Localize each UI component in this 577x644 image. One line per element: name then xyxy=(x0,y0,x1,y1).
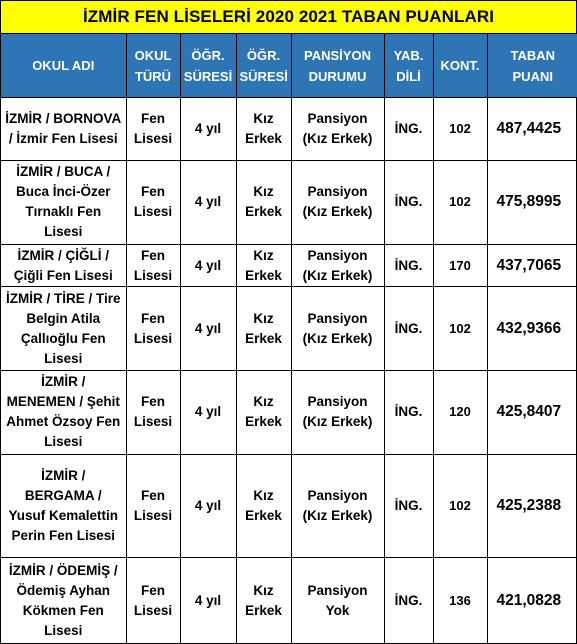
quota: 102 xyxy=(432,286,488,371)
table-row: İZMİR / ÖDEMİŞ / Ödemiş Ayhan Kökmen Fen… xyxy=(1,557,577,643)
foreign-language: İNG. xyxy=(383,370,434,455)
table-row: İZMİR / MENEMEN / Şehit Ahmet Özsoy Fen … xyxy=(1,370,577,455)
school-type: Fen Lisesi xyxy=(125,370,181,455)
education-duration: 4 yıl xyxy=(179,160,237,245)
student-gender: Kız Erkek xyxy=(235,370,292,455)
boarding-status: Pansiyon (Kız Erkek) xyxy=(290,453,385,559)
base-score: 487,4425 xyxy=(486,96,577,162)
foreign-language: İNG. xyxy=(383,160,434,245)
header-language: YAB. DİLİ xyxy=(383,34,434,98)
header-school: OKUL ADI xyxy=(1,34,127,98)
school-type: Fen Lisesi xyxy=(125,286,181,371)
header-boarding: PANSİYON DURUMU xyxy=(290,34,385,98)
table-row: İZMİR / BERGAMA / Yusuf Kemalettin Perin… xyxy=(1,453,577,559)
student-gender: Kız Erkek xyxy=(235,286,292,371)
education-duration: 4 yıl xyxy=(179,286,237,371)
student-gender: Kız Erkek xyxy=(235,243,292,288)
header-score: TABAN PUANI xyxy=(486,34,577,98)
student-gender: Kız Erkek xyxy=(235,96,292,162)
quota: 170 xyxy=(432,243,488,288)
education-duration: 4 yıl xyxy=(179,370,237,455)
boarding-status: Pansiyon (Kız Erkek) xyxy=(290,286,385,371)
school-name: İZMİR / ÇİĞLİ / Çiğli Fen Lisesi xyxy=(1,243,127,288)
boarding-status: Pansiyon (Kız Erkek) xyxy=(290,370,385,455)
base-score: 432,9366 xyxy=(486,286,577,371)
header-quota: KONT. xyxy=(432,34,488,98)
education-duration: 4 yıl xyxy=(179,557,237,643)
boarding-status: Pansiyon Yok xyxy=(290,557,385,643)
header-type: OKUL TÜRÜ xyxy=(125,34,181,98)
school-type: Fen Lisesi xyxy=(125,243,181,288)
base-score: 437,7065 xyxy=(486,243,577,288)
education-duration: 4 yıl xyxy=(179,243,237,288)
boarding-status: Pansiyon (Kız Erkek) xyxy=(290,160,385,245)
boarding-status: Pansiyon (Kız Erkek) xyxy=(290,96,385,162)
base-score: 475,8995 xyxy=(486,160,577,245)
scores-table: OKUL ADI OKUL TÜRÜ ÖĞR. SÜRESİ ÖĞR. SÜRE… xyxy=(1,34,577,643)
header-duration: ÖĞR. SÜRESİ xyxy=(179,34,237,98)
header-gender: ÖĞR. SÜRESİ xyxy=(235,34,292,98)
education-duration: 4 yıl xyxy=(179,96,237,162)
boarding-status: Pansiyon (Kız Erkek) xyxy=(290,243,385,288)
base-score: 425,8407 xyxy=(486,370,577,455)
header-row: OKUL ADI OKUL TÜRÜ ÖĞR. SÜRESİ ÖĞR. SÜRE… xyxy=(1,34,577,98)
student-gender: Kız Erkek xyxy=(235,453,292,559)
foreign-language: İNG. xyxy=(383,243,434,288)
school-type: Fen Lisesi xyxy=(125,96,181,162)
table-row: İZMİR / ÇİĞLİ / Çiğli Fen Lisesi Fen Lis… xyxy=(1,243,577,288)
foreign-language: İNG. xyxy=(383,96,434,162)
quota: 102 xyxy=(432,453,488,559)
school-name: İZMİR / TİRE / Tire Belgin Atila Çallıoğ… xyxy=(1,286,127,371)
school-name: İZMİR / ÖDEMİŞ / Ödemiş Ayhan Kökmen Fen… xyxy=(1,557,127,643)
school-type: Fen Lisesi xyxy=(125,160,181,245)
quota: 102 xyxy=(432,160,488,245)
sheet-title: İZMİR FEN LİSELERİ 2020 2021 TABAN PUANL… xyxy=(1,1,576,34)
school-name: İZMİR / MENEMEN / Şehit Ahmet Özsoy Fen … xyxy=(1,370,127,455)
quota: 120 xyxy=(432,370,488,455)
student-gender: Kız Erkek xyxy=(235,160,292,245)
school-type: Fen Lisesi xyxy=(125,557,181,643)
school-name: İZMİR / BUCA / Buca İnci-Özer Tırnaklı F… xyxy=(1,160,127,245)
table-row: İZMİR / BUCA / Buca İnci-Özer Tırnaklı F… xyxy=(1,160,577,245)
foreign-language: İNG. xyxy=(383,557,434,643)
foreign-language: İNG. xyxy=(383,453,434,559)
student-gender: Kız Erkek xyxy=(235,557,292,643)
school-name: İZMİR / BORNOVA / İzmir Fen Lisesi xyxy=(1,96,127,162)
foreign-language: İNG. xyxy=(383,286,434,371)
base-score: 425,2388 xyxy=(486,453,577,559)
table-row: İZMİR / TİRE / Tire Belgin Atila Çallıoğ… xyxy=(1,286,577,371)
school-name: İZMİR / BERGAMA / Yusuf Kemalettin Perin… xyxy=(1,453,127,559)
school-type: Fen Lisesi xyxy=(125,453,181,559)
base-score: 421,0828 xyxy=(486,557,577,643)
table-row: İZMİR / BORNOVA / İzmir Fen Lisesi Fen L… xyxy=(1,96,577,162)
education-duration: 4 yıl xyxy=(179,453,237,559)
quota: 136 xyxy=(432,557,488,643)
quota: 102 xyxy=(432,96,488,162)
